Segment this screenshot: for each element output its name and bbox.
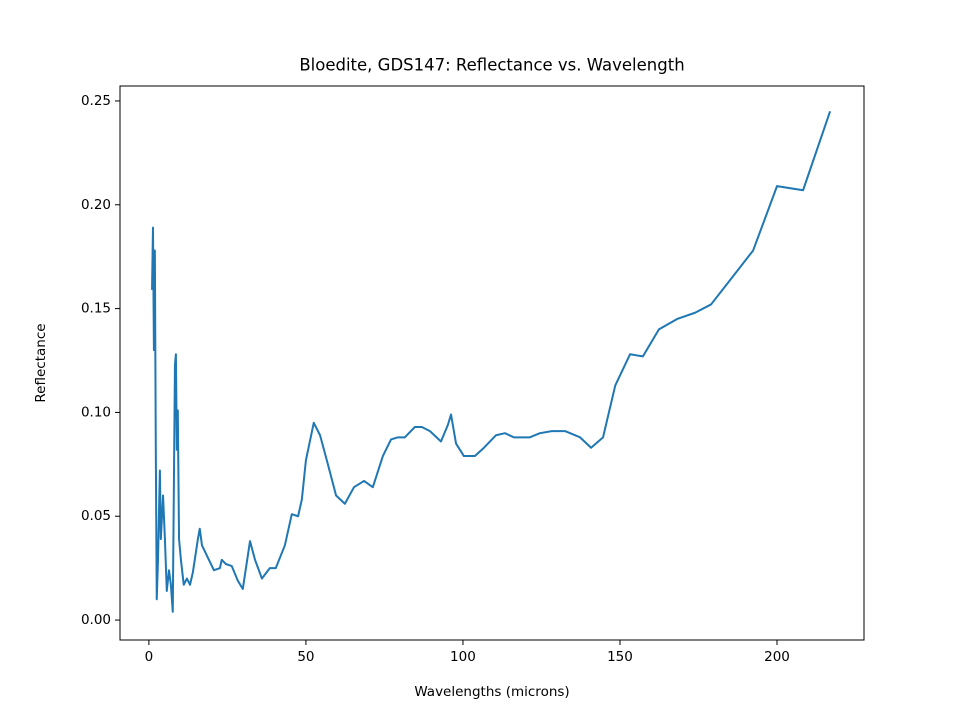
y-tick-label: 0.20 xyxy=(81,197,111,213)
chart-title: Bloedite, GDS147: Reflectance vs. Wavele… xyxy=(299,56,684,75)
x-tick-label: 50 xyxy=(297,649,314,665)
x-tick-label: 100 xyxy=(450,649,476,665)
x-tick-label: 200 xyxy=(764,649,790,665)
y-tick-label: 0.15 xyxy=(81,301,111,317)
y-axis-label: Reflectance xyxy=(33,323,49,402)
y-tick-label: 0.05 xyxy=(81,508,111,524)
x-tick-label: 0 xyxy=(145,649,154,665)
data-line xyxy=(151,111,832,613)
x-tick-label: 150 xyxy=(607,649,633,665)
x-axis-label: Wavelengths (microns) xyxy=(414,684,569,700)
y-tick-label: 0.10 xyxy=(81,404,111,420)
plot-frame xyxy=(119,85,865,641)
y-tick-label: 0.00 xyxy=(81,612,111,628)
y-tick-label: 0.25 xyxy=(81,93,111,109)
